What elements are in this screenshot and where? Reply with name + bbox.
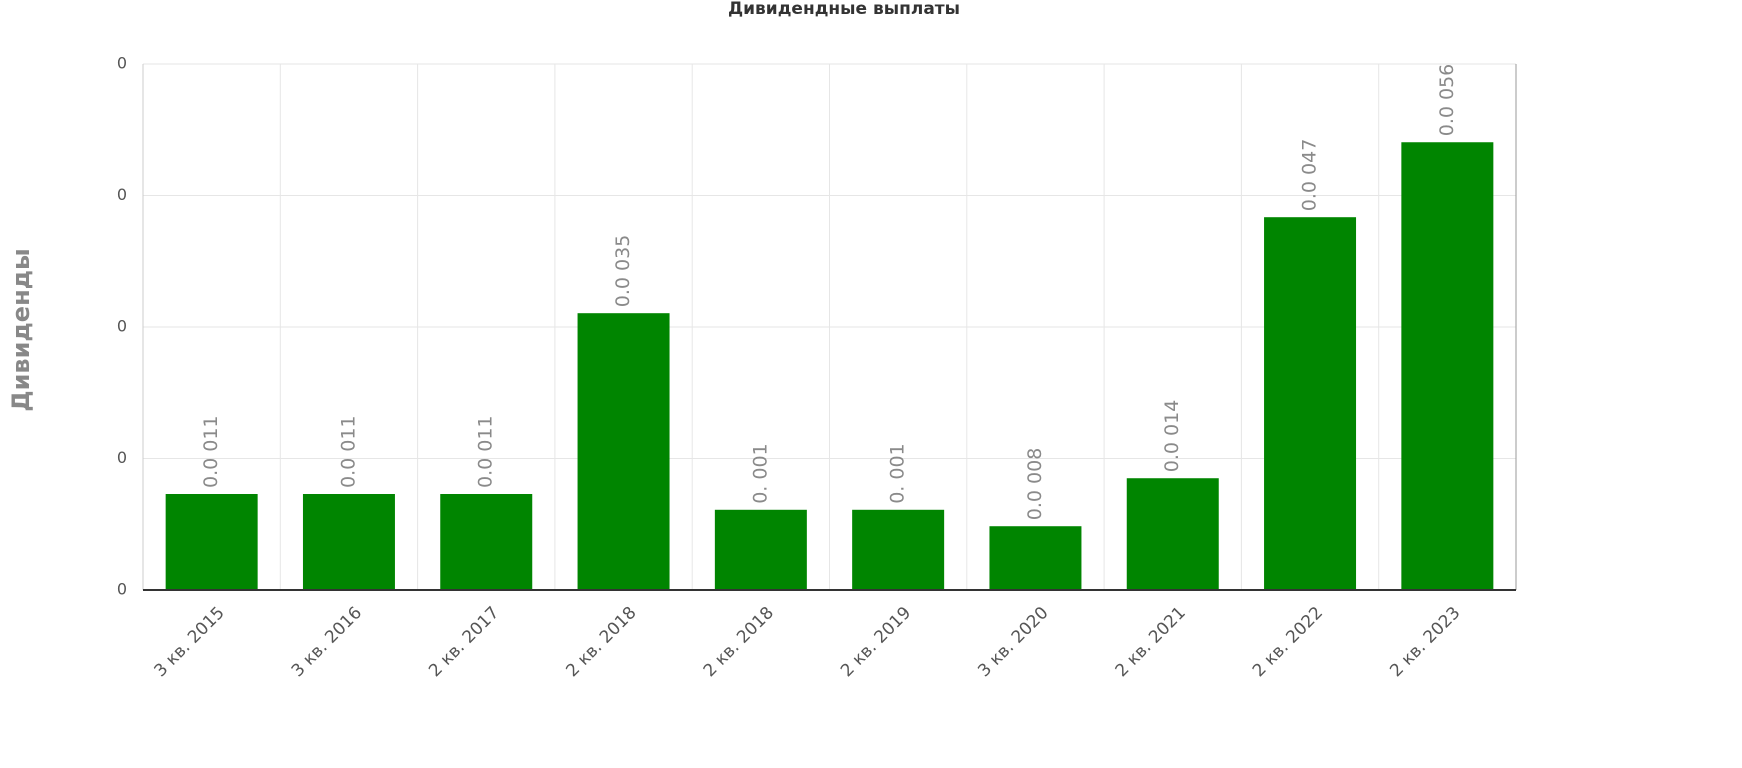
x-tick-label: 2 кв. 2023 — [1386, 603, 1464, 681]
chart-title: Дивидендные выплаты — [728, 0, 960, 19]
bar — [577, 313, 670, 590]
value-label: 0.0 011 — [475, 415, 497, 488]
x-tick-label: 2 кв. 2019 — [837, 603, 915, 681]
x-tick-label: 3 кв. 2015 — [151, 603, 229, 681]
bar — [1264, 217, 1357, 590]
value-label: 0.0 035 — [612, 235, 634, 308]
bar — [165, 494, 258, 590]
y-tick-label: 0 — [117, 54, 127, 73]
y-tick-label: 0 — [117, 448, 127, 467]
value-label: 0.0 014 — [1161, 400, 1183, 473]
bar — [714, 509, 807, 590]
y-tick-label: 0 — [117, 317, 127, 336]
value-label: 0.0 008 — [1024, 448, 1046, 521]
bar — [989, 526, 1082, 590]
x-tick-label: 2 кв. 2022 — [1249, 603, 1327, 681]
bar — [1126, 478, 1219, 590]
value-label: 0.0 047 — [1299, 139, 1321, 212]
x-tick-label: 3 кв. 2016 — [288, 603, 366, 681]
x-tick-label: 3 кв. 2020 — [974, 603, 1052, 681]
value-label: 0.0 011 — [200, 415, 222, 488]
value-label: 0.0 011 — [337, 415, 359, 488]
y-axis-label: Дивиденды — [7, 248, 35, 412]
x-tick-label: 2 кв. 2017 — [425, 603, 503, 681]
bar — [1401, 142, 1494, 590]
y-tick-label: 0 — [117, 185, 127, 204]
x-tick-label: 2 кв. 2018 — [562, 603, 640, 681]
bar — [852, 509, 945, 590]
bar — [440, 494, 533, 590]
x-tick-label: 2 кв. 2018 — [700, 603, 778, 681]
value-label: 0. 001 — [749, 443, 771, 503]
bar — [302, 494, 395, 590]
y-tick-label: 0 — [117, 580, 127, 599]
x-tick-label: 2 кв. 2021 — [1112, 603, 1190, 681]
value-label: 0. 001 — [887, 443, 909, 503]
value-label: 0.0 056 — [1436, 64, 1458, 137]
